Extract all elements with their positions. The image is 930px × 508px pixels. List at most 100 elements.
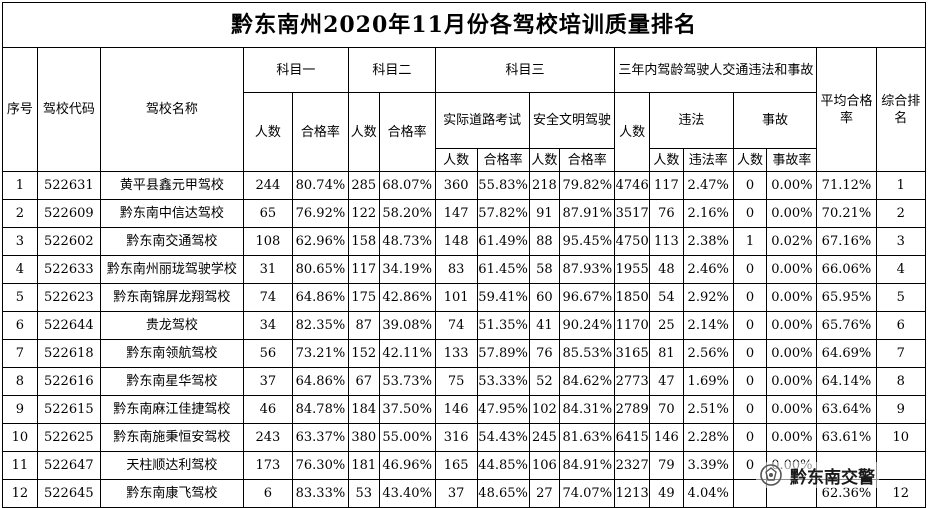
- cell-violation-count: 113: [649, 227, 684, 256]
- cell-avg-rate: 70.21%: [816, 199, 877, 228]
- cell-seq: 1: [2, 171, 38, 200]
- table-body: 1 522631 黄平县鑫元甲驾校 244 80.74% 285 68.07% 360 55.8…: [2, 171, 927, 508]
- cell-k1-count: 6: [242, 479, 293, 508]
- cell-code: 522615: [36, 395, 101, 424]
- cell-seq: 10: [2, 423, 38, 452]
- cell-rank: 6: [875, 311, 927, 340]
- cell-rank: 2: [875, 199, 927, 228]
- cell-k3-road-count: 146: [434, 395, 478, 424]
- cell-seq: 11: [2, 451, 38, 480]
- cell-accident-count: 0: [732, 311, 768, 340]
- cell-driver-count: 1955: [614, 255, 651, 284]
- cell-avg-rate: 64.14%: [816, 367, 877, 396]
- header-k3-road-count: 人数: [434, 148, 478, 172]
- cell-k2-rate: 46.96%: [378, 451, 436, 480]
- cell-k3-civil-rate: 81.63%: [559, 423, 616, 452]
- cell-avg-rate: 65.76%: [816, 311, 877, 340]
- cell-accident-count: 0: [732, 283, 768, 312]
- cell-driver-count: 3517: [614, 199, 651, 228]
- cell-k1-rate: 76.30%: [291, 451, 349, 480]
- cell-k3-civil-count: 106: [528, 451, 561, 480]
- cell-school-name: 黔东南施秉恒安驾校: [99, 423, 244, 452]
- cell-school-name: 黔东南星华驾校: [99, 367, 244, 396]
- cell-k3-civil-count: 76: [528, 339, 561, 368]
- cell-k2-rate: 48.73%: [378, 227, 436, 256]
- cell-accident-count: 0: [732, 255, 768, 284]
- cell-k3-road-count: 37: [434, 479, 478, 508]
- cell-k1-rate: 62.96%: [291, 227, 349, 256]
- cell-rank: 10: [875, 423, 927, 452]
- cell-code: 522616: [36, 367, 101, 396]
- cell-seq: 5: [2, 283, 38, 312]
- cell-accident-count: 0: [732, 367, 768, 396]
- cell-violation-count: 49: [649, 479, 684, 508]
- cell-k1-count: 65: [242, 199, 293, 228]
- cell-rank: 1: [875, 171, 927, 200]
- cell-k3-road-count: 74: [434, 311, 478, 340]
- cell-violation-count: 47: [649, 367, 684, 396]
- cell-school-name: 黔东南麻江佳捷驾校: [99, 395, 244, 424]
- table-row: 6 522644 贵龙驾校 34 82.35% 87 39.08% 74 51.35% 41 90.…: [2, 311, 927, 340]
- cell-seq: 3: [2, 227, 38, 256]
- cell-violation-rate: 2.47%: [682, 171, 734, 200]
- police-badge-logo-icon: [760, 464, 782, 486]
- cell-code: 522609: [36, 199, 101, 228]
- table-row: 5 522623 黔东南锦屏龙翔驾校 74 64.86% 175 42.86% 101 59.4…: [2, 283, 927, 312]
- cell-rank: [875, 451, 927, 480]
- cell-school-name: 黔东南州丽珑驾驶学校: [99, 255, 244, 284]
- cell-k1-rate: 76.92%: [291, 199, 349, 228]
- cell-k1-count: 56: [242, 339, 293, 368]
- cell-driver-count: 1170: [614, 311, 651, 340]
- cell-k3-road-rate: 51.35%: [476, 311, 530, 340]
- cell-avg-rate: 63.64%: [816, 395, 877, 424]
- cell-driver-count: 4746: [614, 171, 651, 200]
- cell-k2-rate: 39.08%: [378, 311, 436, 340]
- cell-driver-count: 2327: [614, 451, 651, 480]
- cell-k1-count: 173: [242, 451, 293, 480]
- cell-accident-rate: 0.00%: [766, 171, 818, 200]
- cell-k3-road-rate: 47.95%: [476, 395, 530, 424]
- header-code: 驾校代码: [36, 47, 101, 172]
- table-row: 9 522615 黔东南麻江佳捷驾校 46 84.78% 184 37.50% 146 47.9…: [2, 395, 927, 424]
- cell-accident-rate: 0.00%: [766, 367, 818, 396]
- cell-accident-rate: 0.00%: [766, 283, 818, 312]
- cell-driver-count: 4750: [614, 227, 651, 256]
- cell-k3-road-count: 101: [434, 283, 478, 312]
- cell-k3-road-rate: 54.43%: [476, 423, 530, 452]
- cell-accident-rate: 0.00%: [766, 311, 818, 340]
- cell-violation-rate: 2.46%: [682, 255, 734, 284]
- header-violation-count: 人数: [649, 148, 684, 172]
- cell-violation-rate: 2.92%: [682, 283, 734, 312]
- cell-school-name: 贵龙驾校: [99, 311, 244, 340]
- table-row: 4 522633 黔东南州丽珑驾驶学校 31 80.65% 117 34.19% 83 61.4…: [2, 255, 927, 284]
- header-violation: 违法: [649, 92, 734, 149]
- cell-violation-rate: 4.04%: [682, 479, 734, 508]
- cell-k1-rate: 73.21%: [291, 339, 349, 368]
- header-k1-rate: 合格率: [291, 92, 349, 172]
- cell-seq: 12: [2, 479, 38, 508]
- cell-accident-rate: 0.00%: [766, 255, 818, 284]
- cell-accident-rate: 0.00%: [766, 395, 818, 424]
- cell-rank: 4: [875, 255, 927, 284]
- cell-violation-count: 117: [649, 171, 684, 200]
- cell-k3-civil-count: 60: [528, 283, 561, 312]
- cell-avg-rate: 71.12%: [816, 171, 877, 200]
- cell-k2-rate: 43.40%: [378, 479, 436, 508]
- table-title: 黔东南州2020年11月份各驾校培训质量排名: [2, 2, 926, 48]
- cell-seq: 4: [2, 255, 38, 284]
- cell-k1-count: 34: [242, 311, 293, 340]
- cell-k3-road-rate: 44.85%: [476, 451, 530, 480]
- cell-k1-rate: 84.78%: [291, 395, 349, 424]
- cell-k1-rate: 82.35%: [291, 311, 349, 340]
- cell-avg-rate: 66.06%: [816, 255, 877, 284]
- cell-k1-rate: 80.74%: [291, 171, 349, 200]
- cell-k3-civil-count: 245: [528, 423, 561, 452]
- cell-school-name: 黔东南中信达驾校: [99, 199, 244, 228]
- cell-k2-rate: 68.07%: [378, 171, 436, 200]
- cell-k2-rate: 37.50%: [378, 395, 436, 424]
- header-k2-rate: 合格率: [378, 92, 436, 172]
- cell-k3-road-count: 316: [434, 423, 478, 452]
- table-row: 3 522602 黔东南交通驾校 108 62.96% 158 48.73% 148 61.49…: [2, 227, 927, 256]
- table-row: 2 522609 黔东南中信达驾校 65 76.92% 122 58.20% 147 57.82…: [2, 199, 927, 228]
- cell-k1-rate: 64.86%: [291, 283, 349, 312]
